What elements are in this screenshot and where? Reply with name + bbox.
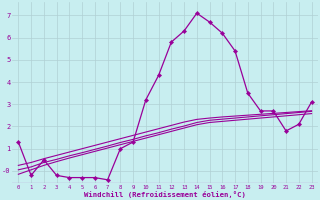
X-axis label: Windchill (Refroidissement éolien,°C): Windchill (Refroidissement éolien,°C)	[84, 191, 246, 198]
